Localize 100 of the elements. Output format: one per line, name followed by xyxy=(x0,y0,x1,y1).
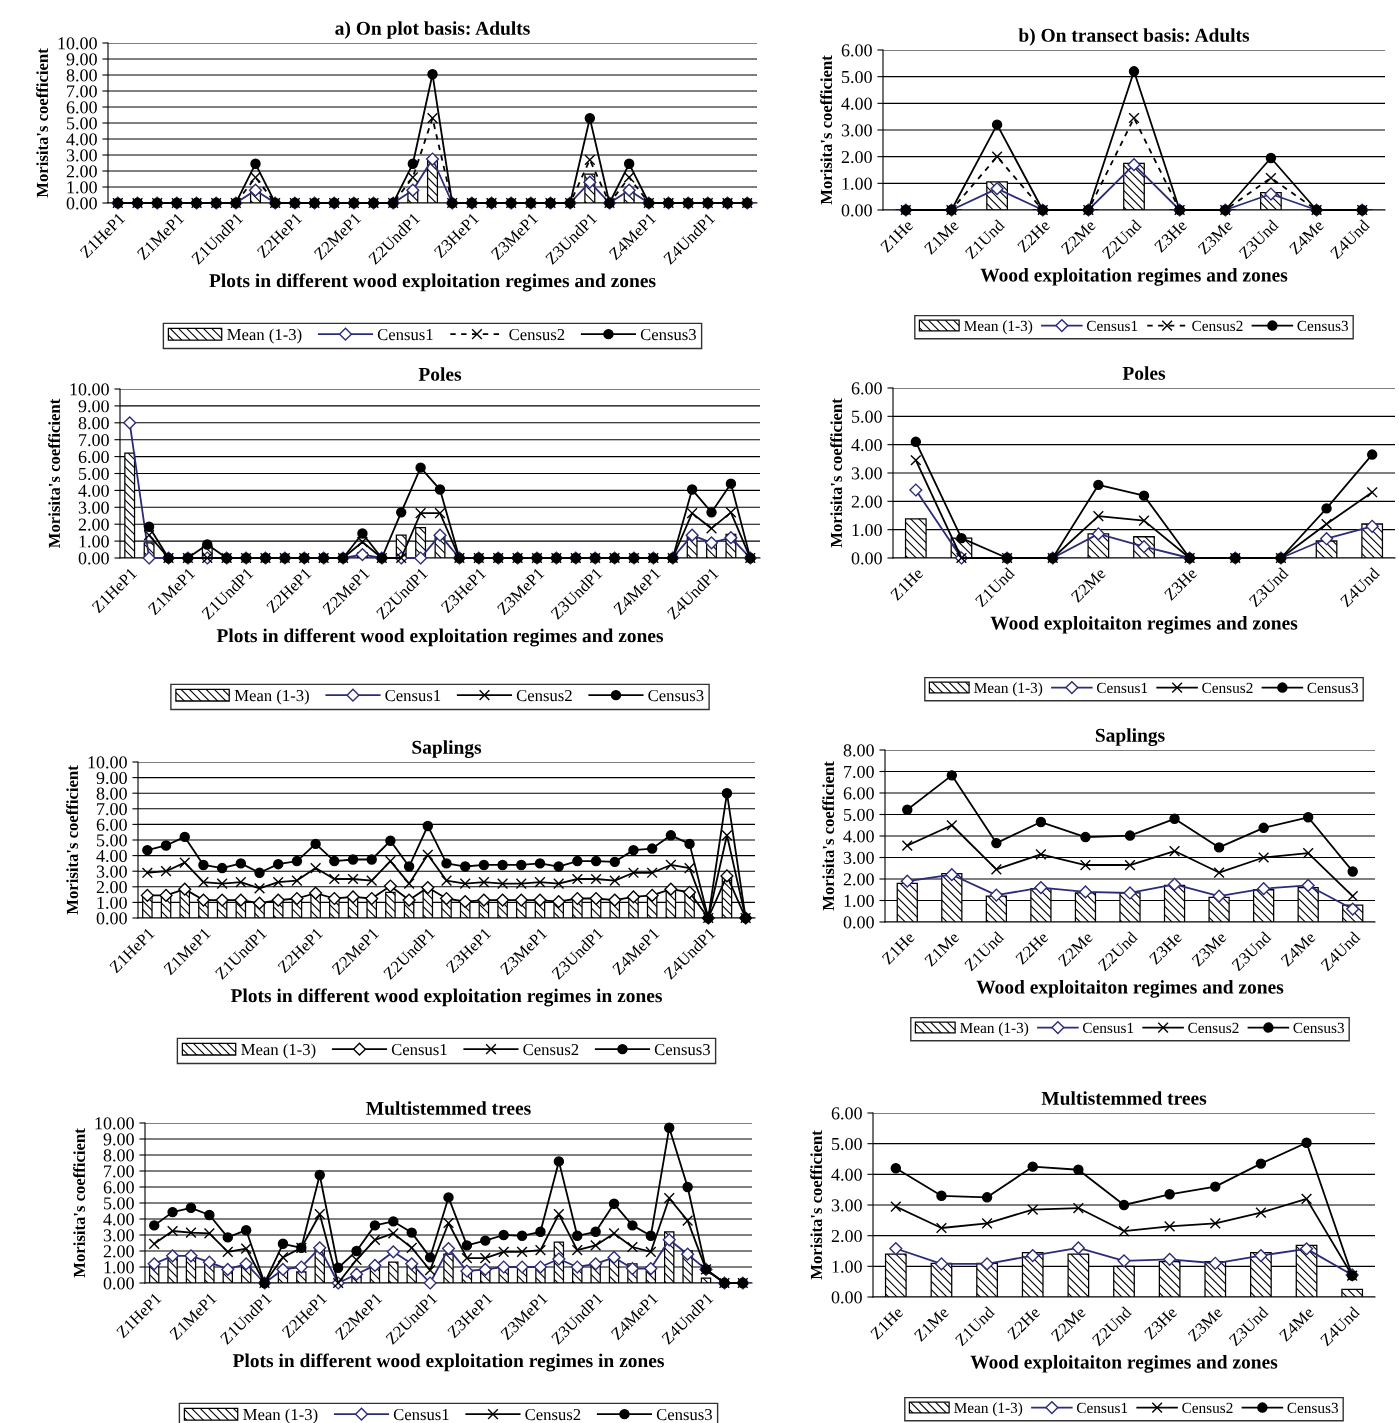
y-axis-title: Morisita's coefficient xyxy=(66,765,79,915)
legend-label: Mean (1-3) xyxy=(227,328,302,344)
y-axis-title: Morisita's coefficient xyxy=(36,48,49,198)
y-tick-label: 0.00 xyxy=(66,197,97,210)
legend-label: Census3 xyxy=(654,1043,710,1056)
legend-label: Census1 xyxy=(391,1043,447,1056)
legend-label: Census3 xyxy=(1287,1402,1339,1414)
y-tick-label: 0.00 xyxy=(843,916,874,929)
y-tick-label: 1.00 xyxy=(79,535,109,548)
legend-label: Census1 xyxy=(1076,1402,1128,1414)
legend-label: Census3 xyxy=(640,328,696,341)
y-tick-label: 0.00 xyxy=(103,1277,134,1290)
legend-label: Census3 xyxy=(1293,1022,1345,1034)
legend-label: Census2 xyxy=(1188,1022,1239,1034)
legend-label: Census3 xyxy=(648,689,704,702)
y-tick-label: 0.00 xyxy=(851,552,882,565)
y-tick-label: 8.00 xyxy=(66,69,97,82)
y-tick-label: 5.00 xyxy=(852,410,882,423)
x-axis-title: Plots in different wood exploitation regimes in zones xyxy=(232,1353,664,1372)
legend-label: Mean (1-3) xyxy=(960,1022,1029,1037)
y-tick-label: 3.00 xyxy=(96,865,127,878)
y-tick-label: 6.00 xyxy=(96,818,127,831)
y-tick-label: 2.00 xyxy=(841,150,872,164)
y-tick-label: 0.00 xyxy=(96,912,127,925)
legend-label: Mean (1-3) xyxy=(243,1408,318,1423)
x-axis-title: Wood exploitaiton regimes and zones xyxy=(976,979,1284,998)
y-tick-label: 0.00 xyxy=(841,204,872,217)
chart-title: Saplings xyxy=(412,740,482,758)
y-tick-label: 2.00 xyxy=(851,495,882,508)
legend-label: Census1 xyxy=(385,689,441,702)
y-tick-label: 6.00 xyxy=(66,101,97,114)
legend-label: Census1 xyxy=(393,1408,449,1421)
y-tick-label: 7.00 xyxy=(104,1165,134,1178)
y-tick-label: 4.00 xyxy=(78,484,109,497)
legend-label: Census1 xyxy=(1096,682,1148,694)
chart-title: b) On transect basis: Adults xyxy=(1018,28,1250,46)
y-tick-label: 6.00 xyxy=(841,44,872,57)
y-tick-label: 5.00 xyxy=(79,467,109,481)
y-tick-label: 0.00 xyxy=(78,552,109,565)
y-tick-label: 5.00 xyxy=(832,1137,862,1151)
y-axis-title: Morisita's coefficient xyxy=(48,398,61,548)
y-tick-label: 10.00 xyxy=(58,37,97,50)
legend-label: Census1 xyxy=(1086,320,1138,332)
legend-label: Census2 xyxy=(516,689,572,702)
legend-label: Census1 xyxy=(377,328,433,341)
y-tick-label: 2.00 xyxy=(78,518,109,531)
y-tick-label: 6.00 xyxy=(843,787,874,800)
legend-label: Census3 xyxy=(656,1408,712,1421)
y-axis-title: Morisita's coefficient xyxy=(810,1130,823,1280)
y-tick-label: 4.00 xyxy=(66,133,97,146)
y-tick-label: 5.00 xyxy=(97,834,127,847)
y-axis-title: Morisita's coefficient xyxy=(820,55,833,205)
legend-label: Census3 xyxy=(1307,682,1359,694)
y-tick-label: 2.00 xyxy=(843,873,874,886)
y-tick-label: 9.00 xyxy=(103,1133,134,1146)
x-axis-title: Wood exploitaiton regimes and zones xyxy=(990,615,1298,634)
y-tick-label: 2.00 xyxy=(831,1229,862,1243)
chart-title: Poles xyxy=(1122,366,1166,380)
legend-label: Census2 xyxy=(523,1043,579,1056)
x-axis-title: Plots in different wood exploitation regimes in zones xyxy=(230,988,662,1007)
legend-label: Census2 xyxy=(525,1408,581,1421)
chart-title: a) On plot basis: Adults xyxy=(335,21,530,39)
y-tick-label: 6.00 xyxy=(851,382,882,395)
y-tick-label: 3.00 xyxy=(66,149,97,162)
y-tick-label: 8.00 xyxy=(843,744,874,757)
y-tick-label: 10.00 xyxy=(70,383,109,396)
y-tick-label: 5.00 xyxy=(67,117,97,130)
y-tick-label: 4.00 xyxy=(843,830,874,843)
chart-title: Poles xyxy=(418,367,462,381)
y-tick-label: 9.00 xyxy=(78,400,109,413)
y-axis-title: Morisita's coefficient xyxy=(830,398,843,548)
legend-label: Mean (1-3) xyxy=(974,682,1043,697)
y-tick-label: 8.00 xyxy=(96,787,127,800)
y-tick-label: 3.00 xyxy=(851,467,882,480)
y-tick-label: 1.00 xyxy=(844,894,874,908)
y-tick-label: 5.00 xyxy=(844,808,874,822)
y-tick-label: 10.00 xyxy=(95,1117,134,1130)
y-tick-label: 8.00 xyxy=(103,1149,134,1162)
y-axis-title: Morisita's coefficient xyxy=(822,761,835,911)
x-axis-title: Wood exploitation regimes and zones xyxy=(980,267,1288,286)
legend-label: Census1 xyxy=(1082,1022,1134,1034)
y-tick-label: 4.00 xyxy=(831,1168,862,1181)
y-tick-label: 7.00 xyxy=(67,85,97,98)
y-tick-label: 9.00 xyxy=(96,771,127,785)
x-axis-title: Wood exploitaiton regimes and zones xyxy=(970,1354,1278,1373)
y-tick-label: 1.00 xyxy=(842,177,872,190)
y-tick-label: 3.00 xyxy=(103,1229,134,1242)
y-tick-label: 4.00 xyxy=(851,438,882,452)
legend-label: Mean (1-3) xyxy=(234,689,309,705)
legend-label: Census2 xyxy=(1202,682,1253,694)
legend-label: Census3 xyxy=(1297,320,1349,332)
y-tick-label: 7.00 xyxy=(97,803,127,816)
x-axis-title: Plots in different wood exploitation regimes and zones xyxy=(209,273,656,292)
y-tick-label: 3.00 xyxy=(843,851,874,865)
y-axis-title: Morisita's coefficient xyxy=(73,1128,86,1278)
y-tick-label: 7.00 xyxy=(79,433,109,447)
y-tick-label: 10.00 xyxy=(88,756,127,769)
x-axis-title: Plots in different wood exploitation regimes and zones xyxy=(216,628,664,647)
chart-title: Multistemmed trees xyxy=(366,1101,531,1115)
y-tick-label: 3.00 xyxy=(831,1199,862,1212)
